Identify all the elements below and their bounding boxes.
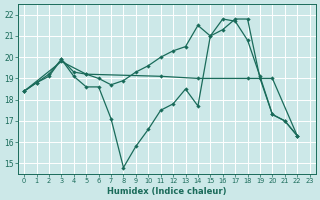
X-axis label: Humidex (Indice chaleur): Humidex (Indice chaleur) xyxy=(107,187,227,196)
